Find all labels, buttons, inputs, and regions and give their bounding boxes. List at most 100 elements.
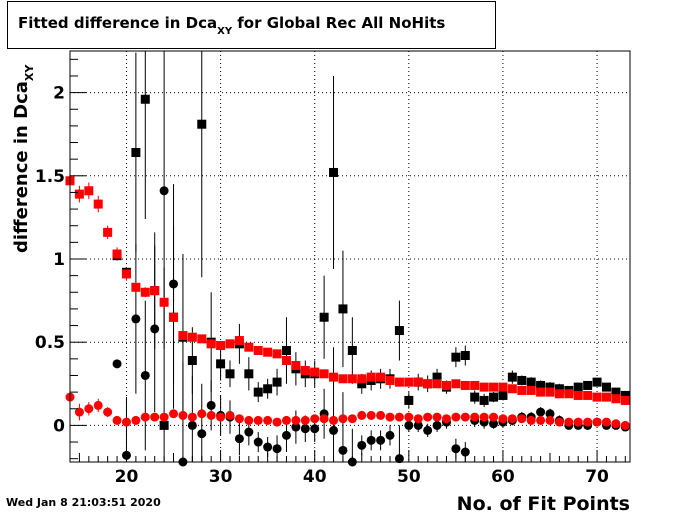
x-tick-label: 20 bbox=[115, 467, 139, 487]
data-point-square bbox=[253, 346, 263, 356]
data-point-square bbox=[366, 372, 376, 382]
data-point-square bbox=[601, 382, 611, 392]
data-point-circle bbox=[573, 417, 583, 427]
data-point-circle bbox=[131, 314, 141, 324]
data-point-circle bbox=[150, 412, 160, 422]
data-point-square bbox=[479, 382, 489, 392]
data-point-square bbox=[103, 227, 113, 237]
data-point-circle bbox=[206, 400, 216, 410]
data-point-circle bbox=[460, 412, 470, 422]
data-point-square bbox=[573, 382, 583, 392]
data-point-circle bbox=[131, 415, 141, 425]
y-axis-label-sub: XY bbox=[23, 64, 36, 81]
data-point-circle bbox=[253, 437, 263, 447]
data-point-circle bbox=[489, 412, 499, 422]
data-point-square bbox=[385, 375, 395, 385]
data-point-square bbox=[564, 389, 574, 399]
data-point-circle bbox=[272, 417, 282, 427]
data-point-square bbox=[451, 379, 461, 389]
data-point-square bbox=[112, 249, 122, 259]
y-tick-label: 2 bbox=[53, 84, 65, 104]
x-tick-label: 50 bbox=[397, 467, 421, 487]
data-point-circle bbox=[281, 430, 291, 440]
data-point-square bbox=[131, 148, 141, 158]
data-point-square bbox=[489, 382, 499, 392]
x-tick-label: 60 bbox=[491, 467, 515, 487]
data-point-square bbox=[357, 379, 367, 389]
data-point-circle bbox=[432, 420, 442, 430]
data-point-circle bbox=[451, 444, 461, 454]
y-axis-label-main: difference in Dca bbox=[11, 81, 32, 253]
data-point-square bbox=[489, 392, 499, 402]
data-point-square bbox=[394, 326, 404, 336]
data-point-square bbox=[319, 312, 329, 322]
data-point-square bbox=[460, 380, 470, 390]
data-point-square bbox=[498, 382, 508, 392]
data-point-circle bbox=[121, 417, 131, 427]
data-point-circle bbox=[112, 415, 122, 425]
data-point-square bbox=[140, 94, 150, 104]
data-point-circle bbox=[517, 414, 527, 424]
data-point-square bbox=[319, 369, 329, 379]
data-point-circle bbox=[347, 414, 357, 424]
data-point-circle bbox=[441, 414, 451, 424]
data-point-square bbox=[338, 374, 348, 384]
data-point-circle bbox=[169, 409, 179, 419]
data-point-square bbox=[573, 390, 583, 400]
data-point-circle bbox=[554, 417, 564, 427]
x-tick-label: 30 bbox=[209, 467, 233, 487]
data-point-circle bbox=[319, 414, 329, 424]
data-point-circle bbox=[197, 409, 207, 419]
data-point-square bbox=[592, 392, 602, 402]
data-point-circle bbox=[329, 415, 339, 425]
data-point-square bbox=[347, 346, 357, 356]
data-point-circle bbox=[366, 410, 376, 420]
data-point-square bbox=[470, 392, 480, 402]
data-point-circle bbox=[498, 414, 508, 424]
chart-title: Fitted difference in DcaXY for Global Re… bbox=[18, 14, 445, 37]
data-point-square bbox=[545, 382, 555, 392]
data-point-square bbox=[253, 387, 263, 397]
data-point-circle bbox=[103, 407, 113, 417]
data-point-square bbox=[281, 346, 291, 356]
data-point-square bbox=[347, 374, 357, 384]
title-suffix: for Global Rec All NoHits bbox=[232, 14, 446, 32]
data-point-square bbox=[159, 420, 169, 430]
data-point-square bbox=[507, 384, 517, 394]
title-main: Fitted difference in Dca bbox=[18, 14, 218, 32]
data-point-square bbox=[498, 390, 508, 400]
data-point-square bbox=[263, 384, 273, 394]
data-point-square bbox=[441, 380, 451, 390]
data-point-square bbox=[526, 377, 536, 387]
data-point-square bbox=[281, 355, 291, 365]
data-point-circle bbox=[187, 412, 197, 422]
data-point-circle bbox=[413, 414, 423, 424]
data-point-square bbox=[197, 119, 207, 129]
x-tick-label: 70 bbox=[585, 467, 609, 487]
data-point-square bbox=[404, 377, 414, 387]
data-point-square bbox=[93, 199, 103, 209]
data-point-circle bbox=[489, 419, 499, 429]
data-point-square bbox=[291, 360, 301, 370]
data-point-circle bbox=[564, 417, 574, 427]
data-point-square bbox=[601, 392, 611, 402]
data-point-circle bbox=[178, 410, 188, 420]
data-point-square bbox=[404, 395, 414, 405]
data-point-square bbox=[517, 385, 527, 395]
data-point-circle bbox=[84, 404, 94, 414]
data-point-circle bbox=[507, 414, 517, 424]
data-point-circle bbox=[291, 422, 301, 432]
title-subscript: XY bbox=[217, 26, 233, 37]
data-point-square bbox=[206, 339, 216, 349]
data-point-square bbox=[131, 282, 141, 292]
data-point-circle bbox=[281, 415, 291, 425]
data-point-square bbox=[554, 389, 564, 399]
data-point-square bbox=[507, 372, 517, 382]
data-point-circle bbox=[74, 407, 84, 417]
data-point-square bbox=[225, 369, 235, 379]
grid-lines bbox=[70, 51, 630, 462]
data-point-circle bbox=[460, 447, 470, 457]
data-point-square bbox=[376, 372, 386, 382]
data-point-circle bbox=[338, 445, 348, 455]
data-point-square bbox=[300, 365, 310, 375]
